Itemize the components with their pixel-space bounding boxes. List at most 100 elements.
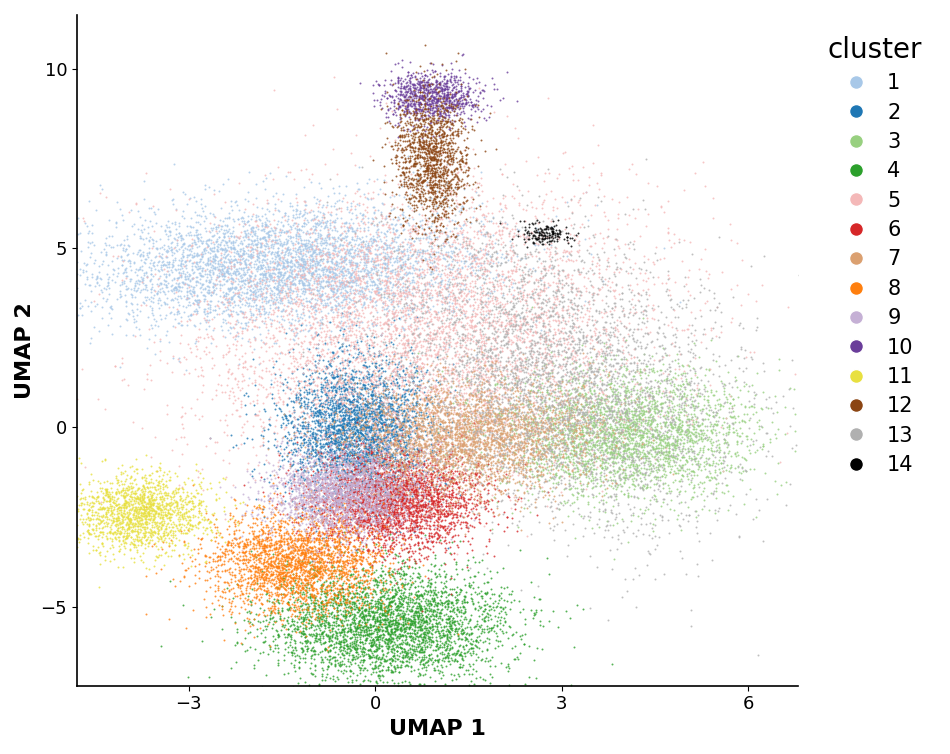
Point (469, 411, 484, 423)
Point (492, 618, 507, 630)
Point (454, 408, 469, 420)
Point (524, 434, 540, 446)
Point (310, 281, 325, 293)
Point (581, 405, 597, 417)
Point (430, 167, 446, 179)
Point (207, 590, 222, 602)
Point (387, 308, 402, 320)
Point (453, 500, 468, 512)
Point (275, 564, 290, 576)
Point (370, 379, 386, 391)
Point (350, 451, 365, 463)
Point (297, 635, 313, 647)
Point (538, 228, 553, 241)
Point (527, 409, 542, 421)
Point (371, 475, 387, 487)
Point (482, 296, 497, 308)
Point (466, 598, 481, 610)
Point (345, 596, 360, 608)
Point (492, 412, 507, 424)
Point (222, 385, 238, 397)
Point (344, 318, 359, 330)
Point (442, 610, 457, 622)
Point (293, 587, 308, 599)
Point (167, 313, 182, 325)
Point (527, 425, 542, 437)
Point (488, 360, 504, 372)
Point (564, 399, 580, 411)
Point (327, 240, 342, 252)
Point (348, 642, 363, 654)
Point (649, 471, 664, 483)
Point (213, 238, 228, 250)
Point (525, 427, 541, 439)
Point (526, 429, 542, 441)
Point (370, 486, 385, 498)
Point (230, 362, 245, 374)
Point (250, 291, 265, 303)
Point (603, 360, 618, 372)
Point (221, 566, 237, 578)
Point (438, 636, 453, 648)
Point (533, 228, 548, 241)
Point (362, 451, 377, 463)
Point (175, 480, 190, 492)
Point (346, 393, 361, 405)
Point (374, 207, 390, 219)
Point (336, 308, 351, 320)
Point (586, 464, 601, 476)
Point (277, 579, 293, 591)
Point (579, 483, 594, 495)
Point (385, 501, 400, 513)
Point (357, 382, 372, 394)
Point (263, 480, 278, 492)
Point (207, 257, 222, 269)
Point (435, 144, 450, 156)
Point (250, 409, 265, 421)
Point (611, 266, 626, 278)
Point (227, 296, 242, 308)
Point (379, 444, 394, 456)
Point (568, 362, 583, 374)
Point (512, 287, 527, 299)
Point (177, 368, 192, 380)
Point (311, 470, 326, 482)
Point (428, 433, 444, 445)
Point (110, 503, 125, 515)
Point (302, 479, 317, 491)
Point (120, 483, 135, 495)
Point (342, 500, 357, 512)
Point (361, 441, 376, 453)
Point (589, 425, 604, 437)
Point (375, 578, 390, 590)
Point (504, 419, 519, 431)
Point (428, 115, 444, 127)
Point (314, 504, 330, 516)
Point (680, 431, 695, 443)
Point (537, 332, 552, 344)
Point (383, 242, 398, 254)
Point (408, 96, 424, 108)
Point (529, 345, 544, 357)
Point (338, 382, 353, 394)
Point (541, 438, 556, 450)
Point (398, 459, 413, 471)
Point (334, 505, 350, 517)
Point (602, 421, 618, 433)
Point (561, 474, 577, 486)
Point (366, 428, 381, 440)
Point (482, 410, 497, 422)
Point (664, 412, 679, 424)
Point (313, 502, 328, 514)
Point (394, 495, 409, 507)
Point (371, 446, 387, 458)
Point (180, 266, 195, 278)
Point (280, 313, 295, 325)
Point (280, 249, 295, 261)
Point (387, 505, 402, 517)
Point (308, 590, 323, 602)
Point (646, 401, 661, 413)
Point (416, 184, 431, 196)
Point (206, 238, 221, 250)
Point (481, 363, 496, 375)
